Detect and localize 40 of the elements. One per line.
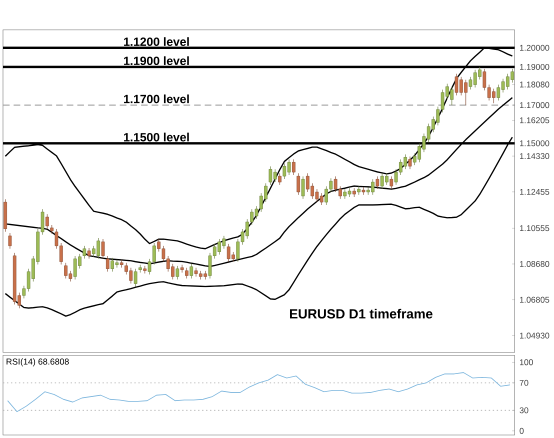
y-tick-label: 1.10555 (520, 225, 550, 231)
y-tick-label: 1.14330 (520, 152, 550, 159)
y-tick-label: 1.17000 (520, 102, 550, 108)
candlestick (106, 256, 110, 272)
y-tick-label: 1.12455 (520, 188, 550, 195)
y-tick-label: 70 (520, 380, 528, 386)
candlestick (82, 245, 86, 259)
candlestick (134, 268, 138, 287)
candlestick (176, 265, 180, 280)
candlestick (390, 176, 394, 190)
candlestick (278, 172, 282, 186)
ref-line-label: 1.1900 level (124, 56, 189, 65)
candlestick (190, 263, 194, 279)
candlestick (296, 172, 300, 196)
candlestick (8, 232, 12, 249)
y-tick-label: 30 (520, 407, 528, 414)
y-tick-label: 0 (520, 428, 524, 434)
chart-title: RSI(14) 68.6808 (6, 358, 69, 366)
candlestick (376, 176, 380, 190)
candlestick (292, 158, 296, 176)
y-tick-label: 100 (520, 359, 533, 366)
candlestick (101, 238, 105, 259)
candlestick (87, 247, 91, 259)
y-tick-label: 1.20000 (520, 44, 550, 51)
y-tick-label: 1.06805 (520, 296, 550, 303)
ref-line-label: 1.1700 level (124, 94, 189, 104)
y-tick-label: 1.04930 (520, 332, 550, 338)
y-tick-label: 1.08680 (520, 260, 550, 267)
annotation: EURUSD D1 timeframe (290, 308, 432, 318)
ref-line-label: 1.1200 level (124, 37, 189, 46)
ref-line-label: 1.1500 level (124, 132, 189, 142)
y-tick-label: 1.16205 (520, 117, 550, 124)
candlestick (408, 156, 412, 170)
candlestick (362, 186, 366, 196)
candlestick (185, 267, 188, 279)
y-tick-label: 1.19000 (520, 64, 550, 70)
candlestick (301, 176, 305, 200)
y-tick-label: 1.15000 (520, 140, 550, 146)
y-tick-label: 1.18080 (520, 81, 550, 88)
candlestick (45, 214, 49, 230)
